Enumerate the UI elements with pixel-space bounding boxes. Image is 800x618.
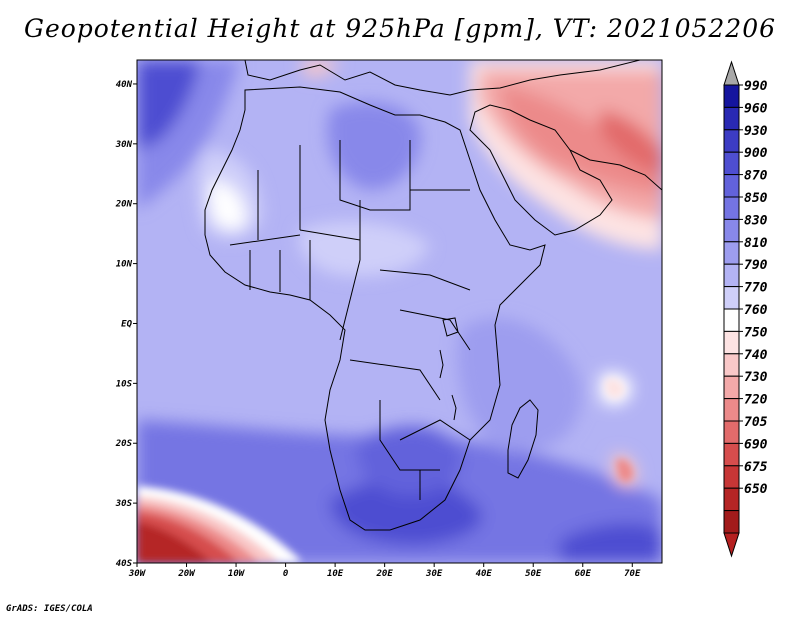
colorbar-level-label: 930 — [744, 124, 768, 139]
colorbar-level-label: 790 — [744, 258, 768, 273]
lon-tick-label: 70E — [624, 569, 641, 579]
lat-tick-label: 40N — [116, 80, 133, 90]
lon-tick-label: 50E — [525, 569, 542, 579]
arabia-coastline — [469, 104, 613, 236]
colorbar-level-label: 770 — [744, 281, 768, 296]
madagascar-coastline — [507, 399, 539, 479]
lake-tanganyika — [439, 349, 444, 379]
colorbar-swatch — [723, 129, 740, 153]
colorbar-level-label: 675 — [744, 460, 768, 475]
lat-tick-label: 20N — [115, 200, 133, 210]
lon-tick-label: 10E — [327, 569, 344, 579]
lake-malawi — [451, 394, 457, 421]
lat-tick-label: EQ — [121, 319, 132, 329]
colorbar-swatch — [723, 241, 740, 265]
colorbar-level-label: 870 — [744, 169, 768, 184]
lat-tick-label: 10N — [116, 260, 133, 270]
colorbar-min-cap — [723, 532, 740, 558]
colorbar-level-label: 810 — [744, 236, 768, 251]
credit-footer: GrADS: IGES/COLA — [6, 604, 93, 614]
colorbar-level-label: 690 — [744, 437, 768, 452]
colorbar-swatch — [723, 106, 740, 131]
lon-tick-label: 30W — [128, 569, 147, 579]
africa-coastline — [204, 86, 546, 531]
plot-frame — [136, 59, 663, 564]
colorbar-swatch — [723, 84, 740, 108]
europe-coastline — [244, 60, 641, 96]
lon-tick-label: 20E — [376, 569, 394, 579]
shaded-field — [137, 60, 662, 563]
lon-tick-label: 40E — [476, 569, 493, 579]
colorbar-swatch — [723, 353, 740, 377]
colorbar-swatch — [723, 330, 740, 355]
coastlines-borders — [204, 60, 662, 531]
lon-tick-label: 0 — [283, 569, 289, 579]
colorbar-level-label: 830 — [744, 213, 768, 228]
lake-victoria — [442, 317, 459, 337]
colorbar-level-label: 720 — [744, 393, 768, 408]
colorbar-swatch — [723, 151, 740, 176]
lat-tick-label: 10S — [116, 379, 133, 389]
colorbar-swatch — [723, 263, 740, 288]
lat-tick-label: 40S — [116, 559, 133, 569]
map-title: Geopotential Height at 925hPa [gpm], VT:… — [23, 14, 777, 43]
lon-tick-label: 10W — [228, 569, 246, 579]
colorbar-level-label: 730 — [744, 370, 768, 385]
colorbar-level-label: 750 — [744, 325, 768, 340]
colorbar-swatch — [723, 398, 740, 422]
colorbar-max-cap — [723, 60, 740, 86]
colorbar: 990 960 930 900 870 850 830 810 790 770 760 750 740 7… — [723, 60, 768, 558]
lon-tick-label: 30E — [425, 569, 443, 579]
lat-tick-label: 30N — [115, 140, 133, 150]
colorbar-swatch — [723, 174, 740, 198]
colorbar-swatch — [723, 286, 740, 310]
colorbar-swatch — [723, 420, 740, 444]
colorbar-level-label: 960 — [744, 101, 768, 116]
colorbar-level-label: 990 — [744, 79, 768, 94]
colorbar-level-label: 740 — [744, 348, 768, 363]
colorbar-level-label: 650 — [744, 482, 768, 497]
lon-tick-label: 60E — [575, 569, 592, 579]
colorbar-swatch — [723, 442, 740, 467]
colorbar-swatch — [723, 196, 740, 220]
colorbar-swatch — [723, 375, 740, 400]
persia-coastline — [569, 149, 662, 191]
colorbar-level-label: 900 — [744, 146, 768, 161]
colorbar-level-label: 850 — [744, 191, 768, 206]
colorbar-level-label: 705 — [744, 415, 768, 430]
axis-labels: 30W 20W 10W 0 10E 20E 30E 40E 50E 60E 70E 40N 30N 20N… — [115, 80, 641, 579]
colorbar-swatch — [723, 308, 740, 332]
lat-tick-label: 30S — [115, 499, 133, 509]
axis-ticks — [133, 83, 633, 567]
colorbar-swatch — [723, 218, 740, 243]
colorbar-swatch — [723, 510, 740, 534]
lat-tick-label: 20S — [115, 439, 133, 449]
colorbar-swatch — [723, 465, 740, 489]
colorbar-level-label: 760 — [744, 303, 768, 318]
lon-tick-label: 20W — [177, 569, 196, 579]
colorbar-swatch — [723, 487, 740, 512]
border-lines — [229, 140, 471, 500]
